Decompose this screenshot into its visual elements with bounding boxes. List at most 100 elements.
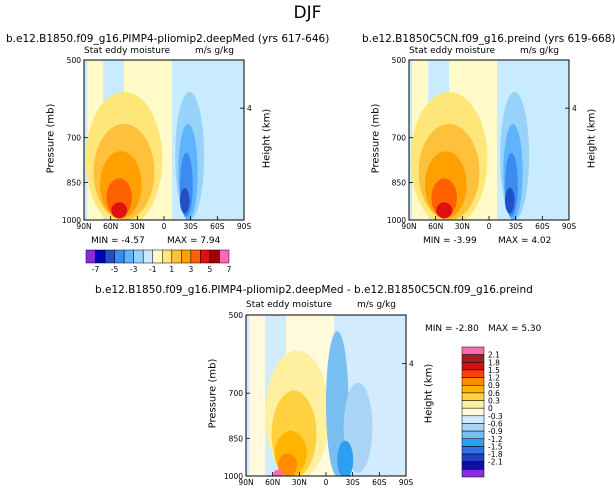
colorbar-cell [461,461,485,470]
x-tick-label: 30N [292,478,307,487]
colorbar-cell [181,249,192,264]
x-tick-label: 30S [346,478,361,487]
field-contour [505,188,515,214]
panel1-max: MAX = 7.94 [167,236,221,246]
x-tick-label: 60S [535,222,550,231]
season-label: DJF [293,3,322,23]
colorbar-label: -3 [130,265,138,274]
y-tick-label: 500 [229,311,244,320]
right-tick-label: 4 [247,104,252,113]
colorbar-label: 0.3 [488,397,500,406]
field-contour [273,469,283,476]
colorbar-cell [190,249,201,264]
panel3-title: b.e12.B1850.f09_g16.PIMP4-pliomip2.deepM… [95,284,533,296]
colorbar-cell [461,407,485,417]
colorbar-label: -5 [111,265,119,274]
panel1-field [84,60,244,220]
colorbar-label: 1.2 [488,374,500,383]
colorbar-cell [461,362,485,371]
colorbar-label: 0.6 [488,389,500,398]
colorbar-cell [461,392,485,401]
panel2-subtitle-right: m/s g/kg [520,46,560,56]
panel3-field [246,315,406,476]
panel3-subtitle-right: m/s g/kg [357,300,397,310]
x-tick-label: 60S [210,222,225,231]
colorbar-label: 2.1 [488,351,500,360]
colorbar-label: 3 [188,265,193,274]
colorbar-label: -1 [149,265,157,274]
colorbar-label: 5 [208,265,213,274]
x-tick-label: 0 [324,478,329,487]
y-tick-label: 850 [67,178,82,187]
colorbar-cell [461,469,485,478]
colorbar-cell [142,249,153,264]
field-contour [337,440,354,476]
colorbar-diff: 2.11.81.51.20.90.60.30-0.3-0.6-0.9-1.2-1… [461,346,503,478]
colorbar-cell [461,415,485,424]
colorbar-label: 0.9 [488,381,500,390]
colorbar-cell [219,249,230,264]
colorbar-cell [461,369,485,378]
right-tick-label: 4 [572,104,577,113]
colorbar-cell [209,249,220,264]
panel1-title: b.e12.B1850.f09_g16.PIMP4-pliomip2.deepM… [6,33,330,45]
y-tick-label: 850 [392,178,407,187]
colorbar-cell [461,423,485,432]
colorbar-cell [123,249,134,264]
x-tick-label: 0 [487,222,492,231]
colorbar-top: -7 -5 -3 -1 1 3 5 7 [85,249,232,274]
panel1-subtitle-left: Stat eddy moisture [84,46,171,56]
field-contour [436,202,453,219]
panel3-min: MIN = -2.80 [425,324,479,334]
field-contour [278,453,298,476]
x-tick-label: 90N [401,222,416,231]
colorbar-label: 0 [488,404,493,413]
panel2-min: MIN = -3.99 [423,236,477,246]
panel2-max: MAX = 4.02 [498,236,552,246]
y-tick-label: 700 [392,134,407,143]
colorbar-cell [461,453,485,462]
colorbar-label: -1.5 [488,442,503,451]
colorbar-cell [162,249,173,264]
panel1-subtitle-right: m/s g/kg [195,46,235,56]
y-tick-label: 850 [229,434,244,443]
field-contour [545,108,561,204]
colorbar-cell [461,346,485,355]
field-band-north [249,315,266,476]
colorbar-label: 1.8 [488,358,500,367]
y-tick-label: 700 [67,134,82,143]
colorbar-cell [461,354,485,363]
y-tick-label: 1000 [224,472,243,481]
colorbar-label: -0.6 [488,419,503,428]
x-tick-label: 0 [162,222,167,231]
x-tick-label: 90S [562,222,577,231]
x-tick-label: 90S [237,222,252,231]
colorbar-cell [152,249,163,264]
colorbar-cell [461,384,485,394]
panel1-plot: 90N 60N 30N 0 30S 60S 90S 500 700 850 1000 4 [62,56,252,231]
colorbar-cell [461,400,485,409]
colorbar-cell [85,249,96,264]
y-tick-label: 700 [229,389,244,398]
colorbar-cell [461,446,485,455]
panel3-max: MAX = 5.30 [488,324,542,334]
panel1-min: MIN = -4.57 [91,236,145,246]
colorbar-cell [461,438,485,447]
panel2-field [409,60,569,220]
x-tick-label: 30S [184,222,199,231]
colorbar-cell [200,249,211,264]
panel2-title: b.e12.B1850C5CN.f09_g16.preind (yrs 619-… [362,33,615,45]
colorbar-label: -7 [92,265,100,274]
y-tick-label: 1000 [387,216,406,225]
panel2-subtitle-left: Stat eddy moisture [409,46,496,56]
colorbar-cell [461,430,485,440]
colorbar-label: -0.9 [488,427,503,436]
colorbar-cell [114,249,125,264]
y-tick-label: 500 [67,56,82,65]
colorbar-label: 1.5 [488,366,500,375]
x-tick-label: 60N [428,222,443,231]
right-tick-label: 4 [409,359,414,368]
colorbar-label: -0.3 [488,412,503,421]
field-contour [180,188,190,214]
